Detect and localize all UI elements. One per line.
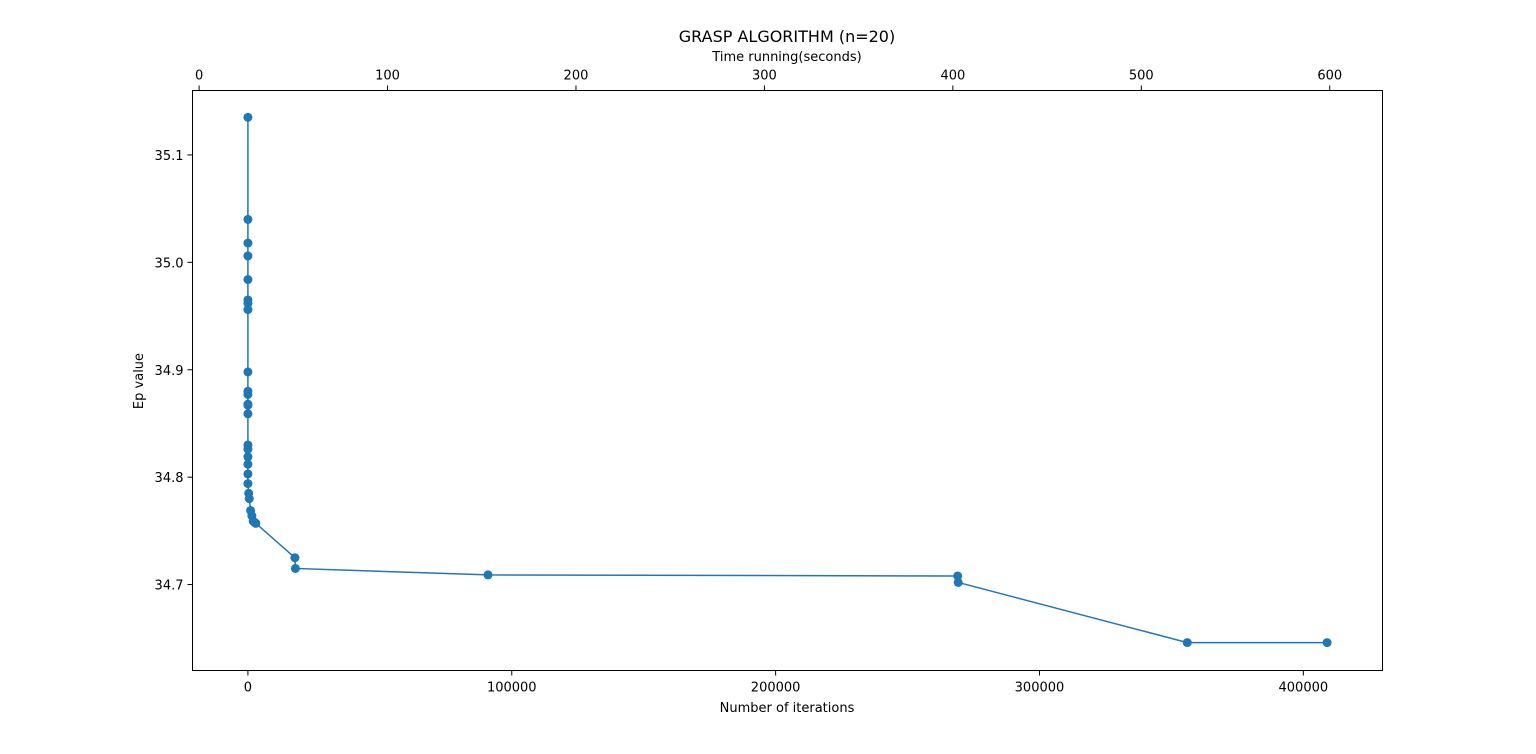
x-axis-title: Number of iterations <box>720 701 855 716</box>
series-line <box>247 117 1328 644</box>
data-point <box>483 570 493 580</box>
data-point <box>244 494 254 504</box>
top-tick-label: 0 <box>195 69 203 84</box>
top-tick-label: 600 <box>1317 69 1342 84</box>
data-point <box>1322 638 1332 648</box>
axis-ticks: 0 100000 200000 300000 400000 0 100 200 300 400 50… <box>155 69 1343 696</box>
data-point <box>243 469 253 479</box>
x-tick-label: 0 <box>244 681 252 696</box>
y-tick-label: 34.9 <box>155 364 184 379</box>
top-tick-label: 200 <box>564 69 589 84</box>
top-axis-title: Time running(seconds) <box>711 50 861 65</box>
data-point <box>290 563 300 573</box>
chart-title: GRASP ALGORITHM (n=20) <box>679 27 895 46</box>
data-point <box>243 444 253 454</box>
x-tick-label: 100000 <box>487 681 537 696</box>
data-point <box>953 577 963 587</box>
y-tick-label: 34.8 <box>155 471 184 486</box>
data-point <box>243 251 253 261</box>
top-tick-label: 300 <box>752 69 777 84</box>
data-point <box>243 409 253 419</box>
data-point <box>243 459 253 469</box>
data-point <box>251 518 261 528</box>
x-tick-label: 400000 <box>1279 681 1329 696</box>
data-point <box>243 305 253 315</box>
plot-area <box>243 112 1332 648</box>
x-tick-label: 200000 <box>751 681 801 696</box>
data-point <box>243 389 253 399</box>
data-point <box>953 571 963 581</box>
top-tick-label: 500 <box>1129 69 1154 84</box>
data-point <box>243 112 253 122</box>
y-tick-label: 34.7 <box>155 579 184 594</box>
data-point <box>1182 638 1192 648</box>
y-axis-title: Ep value <box>132 353 147 409</box>
data-point <box>243 479 253 489</box>
data-point <box>243 367 253 377</box>
data-point <box>243 214 253 224</box>
y-tick-label: 35.1 <box>155 149 184 164</box>
top-tick-label: 400 <box>940 69 965 84</box>
data-point <box>243 238 253 248</box>
data-point <box>243 298 253 308</box>
data-point <box>243 452 253 462</box>
top-tick-label: 100 <box>375 69 400 84</box>
data-point <box>243 275 253 285</box>
data-point <box>290 553 300 563</box>
plot-frame <box>192 90 1383 671</box>
y-tick-label: 35.0 <box>155 256 184 271</box>
data-point <box>243 400 253 410</box>
x-tick-label: 300000 <box>1015 681 1065 696</box>
